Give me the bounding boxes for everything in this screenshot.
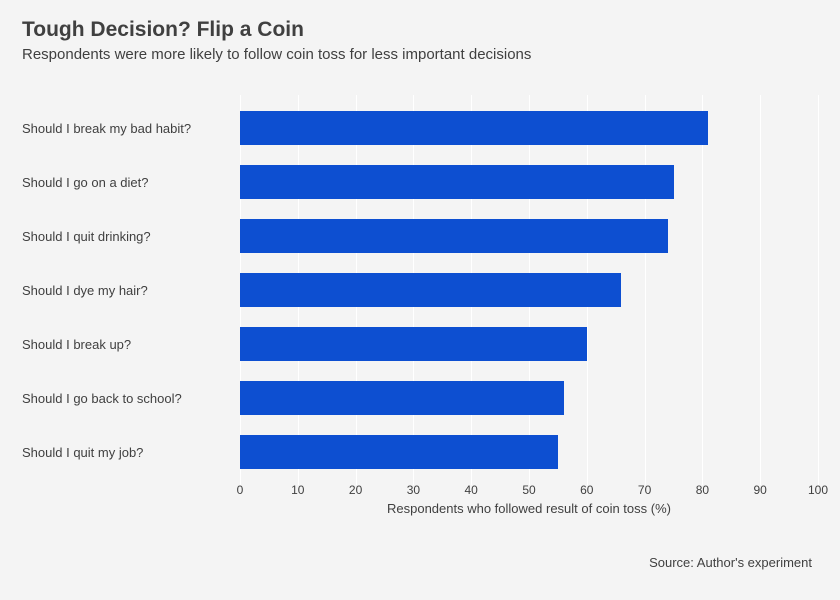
x-tick: 100 (808, 483, 828, 497)
bar-track (240, 101, 818, 155)
bar-track (240, 371, 818, 425)
bar-row: Should I dye my hair? (22, 263, 818, 317)
bar-track (240, 209, 818, 263)
x-tick: 70 (638, 483, 651, 497)
chart-title: Tough Decision? Flip a Coin (22, 18, 818, 42)
bar-track (240, 263, 818, 317)
bar-row: Should I quit my job? (22, 425, 818, 479)
x-tick: 50 (522, 483, 535, 497)
bar-row: Should I break my bad habit? (22, 101, 818, 155)
bar-row: Should I quit drinking? (22, 209, 818, 263)
bar-track (240, 155, 818, 209)
chart-area: Should I break my bad habit? Should I go … (22, 95, 818, 533)
bar (240, 273, 621, 307)
x-tick: 80 (696, 483, 709, 497)
x-tick: 60 (580, 483, 593, 497)
x-axis-label: Respondents who followed result of coin … (240, 501, 818, 516)
gridline (818, 95, 819, 485)
category-label: Should I quit my job? (22, 445, 240, 460)
bar (240, 381, 564, 415)
bars-wrap: Should I break my bad habit? Should I go … (22, 95, 818, 479)
category-label: Should I go back to school? (22, 391, 240, 406)
bar-row: Should I go on a diet? (22, 155, 818, 209)
bar (240, 219, 668, 253)
category-label: Should I break my bad habit? (22, 121, 240, 136)
bar-row: Should I go back to school? (22, 371, 818, 425)
category-label: Should I break up? (22, 337, 240, 352)
chart-container: Tough Decision? Flip a Coin Respondents … (0, 0, 840, 600)
bar-track (240, 317, 818, 371)
x-tick: 20 (349, 483, 362, 497)
chart-subtitle: Respondents were more likely to follow c… (22, 46, 818, 63)
bar (240, 111, 708, 145)
bar (240, 435, 558, 469)
x-tick: 10 (291, 483, 304, 497)
chart-source: Source: Author's experiment (22, 555, 818, 570)
bar (240, 165, 674, 199)
x-tick: 40 (465, 483, 478, 497)
x-tick: 90 (754, 483, 767, 497)
category-label: Should I dye my hair? (22, 283, 240, 298)
x-axis: 0102030405060708090100 (240, 479, 818, 499)
bar-track (240, 425, 818, 479)
x-tick: 0 (237, 483, 244, 497)
category-label: Should I quit drinking? (22, 229, 240, 244)
bar-row: Should I break up? (22, 317, 818, 371)
category-label: Should I go on a diet? (22, 175, 240, 190)
bar (240, 327, 587, 361)
x-tick: 30 (407, 483, 420, 497)
